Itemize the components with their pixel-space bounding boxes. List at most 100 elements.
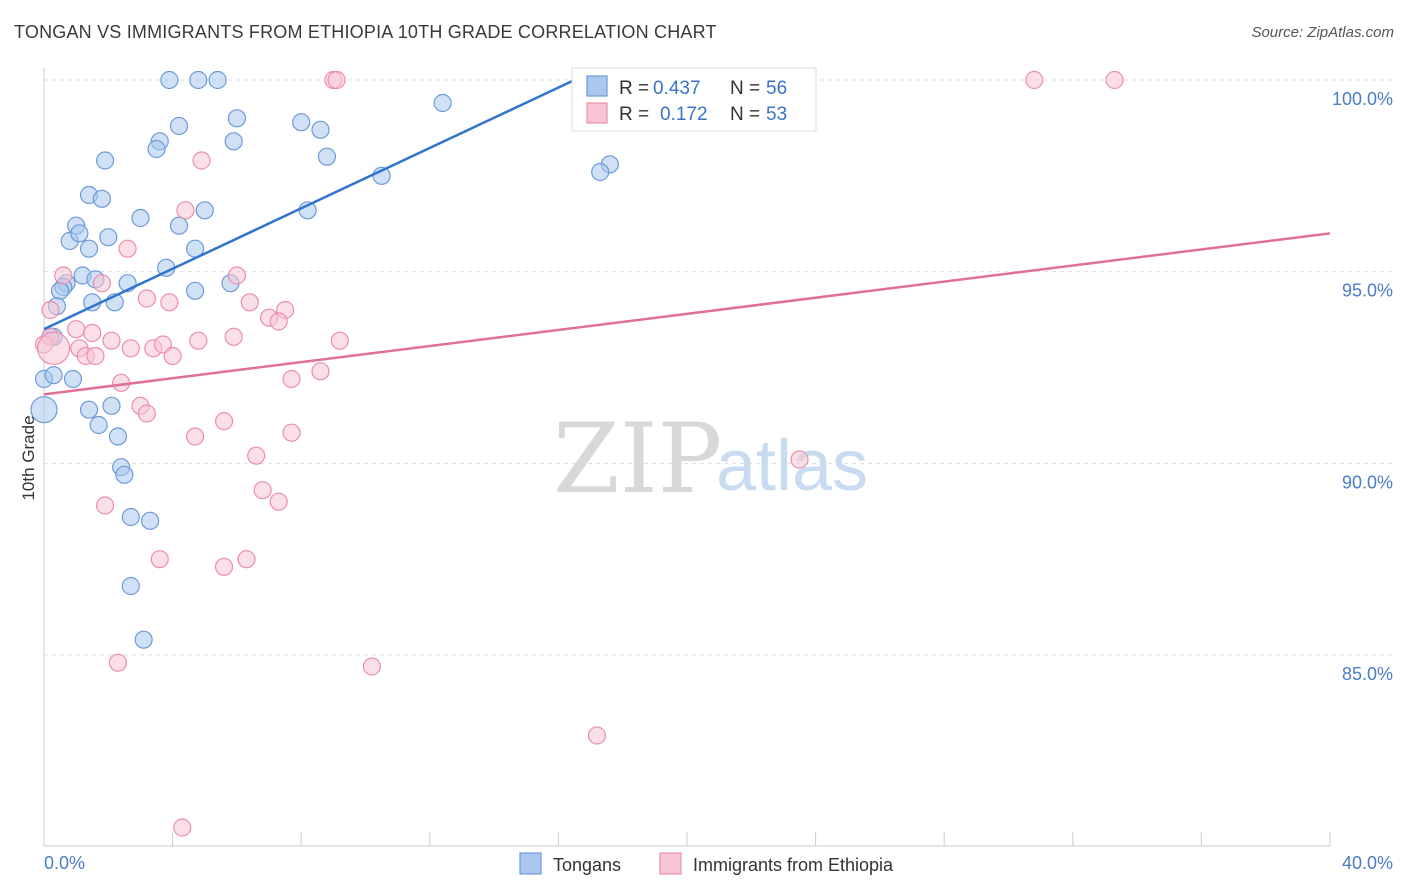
bottom-legend-swatch-blue[interactable] <box>519 852 542 875</box>
ethiopia-point-32 <box>311 362 330 381</box>
tongans-point-11 <box>95 151 115 170</box>
ethiopia-point-2 <box>1025 70 1044 90</box>
ethiopia-point-16 <box>269 312 288 331</box>
ethiopia-point-24 <box>189 331 208 350</box>
tongans-point-44 <box>102 396 121 415</box>
tongans-point-3 <box>227 109 246 128</box>
y-tick-label-85: 85.0% <box>1342 664 1393 684</box>
ethiopia-point-4 <box>192 151 211 170</box>
source-label: Source: ZipAtlas.com <box>1251 24 1394 41</box>
tongans-point-36 <box>50 281 70 300</box>
ethiopia-point-46 <box>214 557 234 576</box>
tongans-point-12 <box>317 147 337 166</box>
legend-swatch-blue <box>586 75 608 97</box>
legend-n-value-blue: 56 <box>766 78 787 99</box>
ethiopia-point-45 <box>150 550 169 569</box>
ethiopia-point-37 <box>214 412 234 431</box>
ethiopia-point-49 <box>362 657 382 676</box>
tongans-point-24 <box>70 224 89 243</box>
tongans-point-18 <box>131 208 150 228</box>
ethiopia-point-52 <box>37 331 71 365</box>
ethiopia-point-19 <box>83 323 102 343</box>
ethiopia-point-6 <box>118 239 137 258</box>
ethiopia-point-38 <box>186 427 205 446</box>
tongans-point-7 <box>433 93 452 113</box>
x-tick-label-min: 0.0% <box>44 853 85 873</box>
legend-n-label-blue: N = <box>730 78 760 99</box>
tongans-point-15 <box>591 162 610 182</box>
watermark-zip: ZIP <box>553 403 722 515</box>
tongans-point-17 <box>92 189 111 208</box>
ethiopia-point-50 <box>587 726 607 745</box>
x-tick-label-max: 40.0% <box>1342 853 1393 873</box>
bottom-legend-label-tongans[interactable]: Tongans <box>553 855 621 875</box>
ethiopia-point-31 <box>163 346 182 366</box>
legend-r-label-pink: R = <box>619 104 649 125</box>
ethiopia-point-44 <box>269 492 288 511</box>
ethiopia-point-41 <box>790 450 809 469</box>
tongans-point-53 <box>134 630 153 649</box>
tongans-point-35 <box>186 281 205 300</box>
ethiopia-point-9 <box>227 266 246 285</box>
tongans-point-49 <box>115 465 134 484</box>
tongans-point-0 <box>160 70 179 90</box>
tongans-point-43 <box>63 369 83 389</box>
ethiopia-point-7 <box>54 266 73 285</box>
tongans-point-25 <box>99 228 118 247</box>
legend-r-value-pink: 0.172 <box>660 104 708 125</box>
tongans-point-19 <box>195 201 214 220</box>
ethiopia-point-1 <box>327 70 346 90</box>
bottom-legend-label-ethiopia[interactable]: Immigrants from Ethiopia <box>693 855 894 875</box>
tongans-point-26 <box>79 239 99 258</box>
tongans-point-54 <box>30 396 58 424</box>
y-axis-label: 10th Grade <box>19 415 38 500</box>
legend-r-label-blue: R = <box>619 78 649 99</box>
ethiopia-point-40 <box>247 446 266 465</box>
grid-lines <box>44 79 1392 656</box>
tongans-point-5 <box>292 113 311 132</box>
chart-title: TONGAN VS IMMIGRANTS FROM ETHIOPIA 10TH … <box>14 22 717 42</box>
ethiopia-point-47 <box>237 550 256 569</box>
ethiopia-point-48 <box>108 653 128 672</box>
watermark-atlas: atlas <box>716 426 868 506</box>
ethiopia-point-34 <box>282 369 301 389</box>
tongans-point-42 <box>44 366 63 385</box>
ethiopia-trend-line <box>43 232 1331 396</box>
ethiopia-point-20 <box>102 331 121 350</box>
ethiopia-point-30 <box>86 346 105 366</box>
tongans-point-51 <box>140 511 160 530</box>
ethiopia-point-26 <box>330 331 349 350</box>
ethiopia-point-18 <box>67 320 86 339</box>
ethiopia-point-43 <box>253 481 272 500</box>
ethiopia-point-42 <box>95 496 115 515</box>
legend-r-value-blue: 0.437 <box>653 78 701 99</box>
watermark: ZIP atlas <box>553 403 868 515</box>
ethiopia-point-25 <box>224 327 243 346</box>
stats-legend-box <box>571 67 817 132</box>
tongans-point-2 <box>208 70 227 90</box>
tongans-point-46 <box>89 415 108 435</box>
ethiopia-point-36 <box>137 404 156 423</box>
ethiopia-point-3 <box>1105 70 1124 90</box>
ethiopia-point-11 <box>160 293 179 312</box>
legend-swatch-pink <box>586 102 608 124</box>
ethiopia-point-51 <box>173 818 192 837</box>
y-tick-labels: 85.0% 90.0% 95.0% 100.0% <box>1332 89 1393 684</box>
trend-lines <box>43 78 1331 396</box>
bottom-legend-swatch-pink[interactable] <box>659 852 682 875</box>
tongans-point-1 <box>189 70 208 90</box>
bottom-legend: Tongans Immigrants from Ethiopia <box>519 852 894 875</box>
tongans-point-45 <box>79 400 99 419</box>
tongans-point-9 <box>147 139 166 159</box>
tongans-trend-line <box>43 78 576 331</box>
tongans-point-10 <box>224 132 243 151</box>
tongans-point-52 <box>121 576 140 596</box>
tongans-point-22 <box>169 216 189 235</box>
ethiopia-point-39 <box>282 423 301 442</box>
tongans-point-50 <box>121 507 140 527</box>
ethiopia-point-21 <box>121 339 140 358</box>
y-tick-label-95: 95.0% <box>1342 281 1393 301</box>
x-ticks <box>43 832 1331 846</box>
ethiopia-point-13 <box>41 300 60 320</box>
y-tick-label-100: 100.0% <box>1332 89 1393 109</box>
